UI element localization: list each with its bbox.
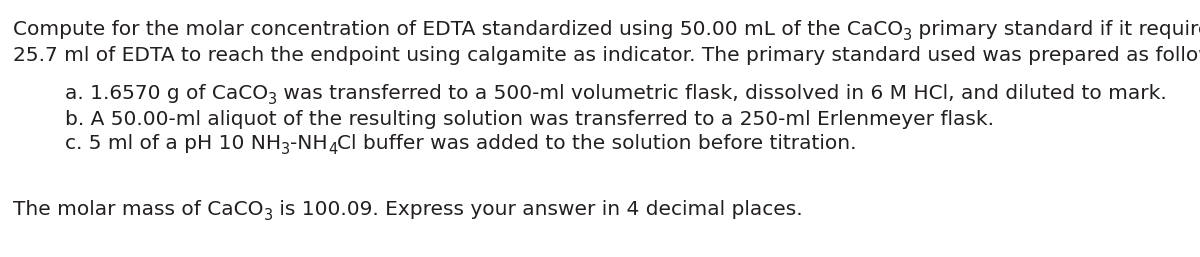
Text: primary standard if it required: primary standard if it required — [912, 20, 1200, 39]
Text: The molar mass of CaCO: The molar mass of CaCO — [13, 200, 264, 219]
Text: was transferred to a 500-ml volumetric flask, dissolved in 6 M HCl, and diluted : was transferred to a 500-ml volumetric f… — [277, 84, 1166, 103]
Text: a. 1.6570 g of CaCO: a. 1.6570 g of CaCO — [65, 84, 268, 103]
Text: 3: 3 — [281, 142, 290, 157]
Text: -NH: -NH — [290, 134, 328, 153]
Text: is 100.09. Express your answer in 4 decimal places.: is 100.09. Express your answer in 4 deci… — [272, 200, 803, 219]
Text: b. A 50.00-ml aliquot of the resulting solution was transferred to a 250-ml Erle: b. A 50.00-ml aliquot of the resulting s… — [65, 110, 994, 129]
Text: c. 5 ml of a pH 10 NH: c. 5 ml of a pH 10 NH — [65, 134, 281, 153]
Text: Cl buffer was added to the solution before titration.: Cl buffer was added to the solution befo… — [337, 134, 857, 153]
Text: Compute for the molar concentration of EDTA standardized using 50.00 mL of the C: Compute for the molar concentration of E… — [13, 20, 904, 39]
Text: 3: 3 — [268, 92, 277, 107]
Text: 3: 3 — [264, 208, 272, 223]
Text: 4: 4 — [328, 142, 337, 157]
Text: 3: 3 — [904, 28, 912, 43]
Text: 25.7 ml of EDTA to reach the endpoint using calgamite as indicator. The primary : 25.7 ml of EDTA to reach the endpoint us… — [13, 46, 1200, 65]
